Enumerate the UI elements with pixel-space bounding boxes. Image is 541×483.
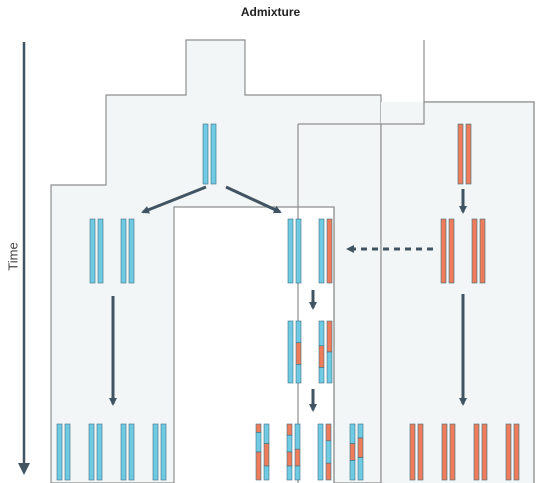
chromosome-pair-admixed [319, 219, 332, 283]
chromosome-pair [288, 219, 301, 283]
chromosome-pair-recombined [319, 321, 332, 383]
chromosome-pair-recombined [318, 424, 331, 480]
chromosome-pair-recombined [287, 424, 300, 480]
chromosome-pair-recombined [256, 424, 269, 480]
chromosome-pair-recombined [288, 321, 301, 383]
